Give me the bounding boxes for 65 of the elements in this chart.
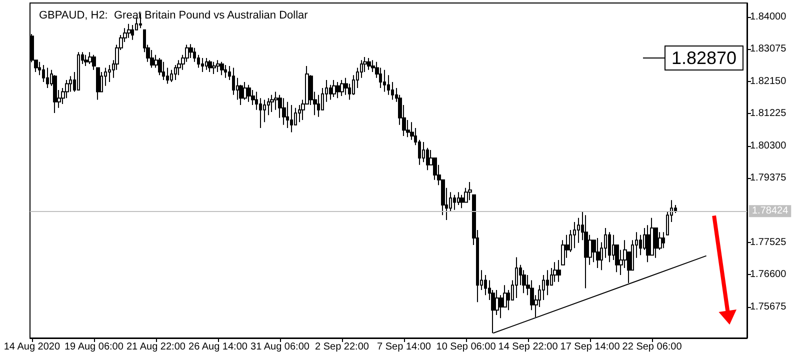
candlestick — [584, 214, 588, 289]
candlestick — [282, 98, 286, 126]
candlestick — [189, 44, 193, 59]
candlestick — [270, 94, 274, 112]
candlestick — [383, 69, 386, 92]
y-tick-label: 1.75675 — [750, 301, 787, 312]
x-tick-label: 21 Aug 22:00 — [126, 342, 186, 352]
candlestick — [84, 54, 88, 67]
candlestick — [46, 67, 49, 88]
candlestick — [596, 238, 600, 269]
candlestick — [468, 181, 472, 201]
candlestick — [208, 60, 212, 72]
candlestick — [224, 64, 227, 78]
candlestick — [205, 58, 208, 70]
candlestick — [162, 61, 165, 80]
candlestick — [92, 54, 96, 70]
candlestick — [96, 67, 100, 100]
y-tick-label: 1.76600 — [750, 269, 787, 280]
candlestick — [573, 222, 576, 249]
x-tick-label: 2 Sep 22:00 — [315, 342, 370, 352]
x-tick-label: 26 Aug 14:00 — [188, 342, 248, 352]
x-tick-label: 7 Sep 14:00 — [377, 342, 432, 352]
candlestick — [553, 262, 557, 282]
candlestick — [170, 69, 173, 83]
x-tick-label: 22 Sep 06:00 — [622, 342, 682, 352]
x-tick-label: 19 Aug 06:00 — [64, 342, 124, 352]
ref-line-label: 1.78424 — [752, 206, 789, 217]
candlestick — [662, 232, 665, 249]
candlestick — [608, 232, 611, 263]
x-tick-label: 14 Sep 22:00 — [498, 342, 558, 352]
y-tick-label: 1.80300 — [750, 140, 787, 152]
y-tick-label: 1.82150 — [750, 76, 787, 87]
candlestick — [332, 79, 336, 98]
candlestick — [367, 58, 371, 70]
y-tick-label: 1.79375 — [750, 172, 787, 184]
candlestick — [127, 23, 131, 38]
x-tick-label: 31 Aug 06:00 — [250, 342, 310, 352]
candlestick — [557, 259, 561, 282]
y-tick-label: 1.81225 — [750, 108, 787, 120]
candlestick — [212, 61, 216, 75]
candlestick — [247, 84, 251, 102]
text: GBPAUD, H2: Great Britain Pound vs Australian Dollar — [39, 10, 308, 22]
candlestick — [340, 79, 344, 96]
y-tick-label: 1.84000 — [750, 11, 787, 22]
candlestick — [220, 61, 224, 76]
x-tick-label: 10 Sep 06:00 — [436, 342, 496, 352]
candlestick — [329, 84, 332, 100]
x-tick-label: 14 Aug 2020 — [4, 342, 60, 352]
candlestick — [484, 274, 487, 296]
x-tick-label: 17 Sep 14:00 — [560, 342, 620, 352]
candlestick — [546, 270, 549, 296]
candlestick — [453, 194, 456, 210]
candlestick — [201, 58, 204, 72]
annotation: 1.82870 — [671, 48, 737, 68]
candlestick — [336, 82, 340, 99]
candlestick — [286, 101, 289, 129]
candlestick — [515, 256, 518, 298]
candlestick — [216, 60, 220, 72]
candlestick — [290, 104, 293, 133]
candlestick — [77, 52, 80, 91]
candlestick — [108, 64, 111, 83]
y-tick-label: 1.83075 — [750, 44, 787, 55]
candlestick — [158, 58, 162, 76]
candlestick — [174, 64, 177, 80]
y-tick-label: 1.77525 — [750, 236, 787, 248]
